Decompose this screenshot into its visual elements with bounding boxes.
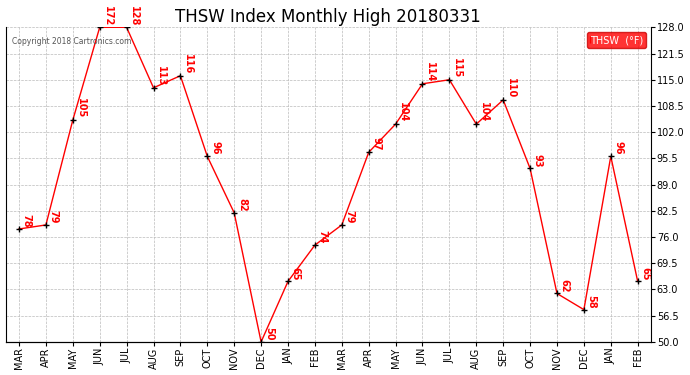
Text: 128: 128	[130, 6, 139, 26]
Text: 79: 79	[49, 210, 59, 224]
Text: 62: 62	[560, 279, 570, 292]
Text: 65: 65	[640, 267, 651, 280]
Text: 50: 50	[264, 327, 274, 340]
Text: 105: 105	[76, 99, 86, 119]
Legend: THSW  (°F): THSW (°F)	[587, 32, 647, 48]
Text: 114: 114	[425, 62, 435, 82]
Text: 96: 96	[210, 141, 220, 155]
Text: 93: 93	[533, 154, 543, 167]
Text: 172: 172	[103, 6, 112, 26]
Text: 116: 116	[183, 54, 193, 74]
Text: 97: 97	[371, 138, 382, 151]
Text: 113: 113	[156, 66, 166, 86]
Text: 79: 79	[344, 210, 355, 224]
Text: 115: 115	[452, 58, 462, 78]
Text: 78: 78	[22, 214, 32, 228]
Text: 104: 104	[479, 102, 489, 123]
Text: 96: 96	[613, 141, 624, 155]
Text: 58: 58	[586, 295, 597, 308]
Text: Copyright 2018 Cartronics.com: Copyright 2018 Cartronics.com	[12, 37, 131, 46]
Title: THSW Index Monthly High 20180331: THSW Index Monthly High 20180331	[175, 8, 481, 26]
Text: 74: 74	[317, 230, 328, 244]
Text: 110: 110	[506, 78, 516, 99]
Text: 104: 104	[398, 102, 408, 123]
Text: 82: 82	[237, 198, 247, 211]
Text: 65: 65	[290, 267, 301, 280]
